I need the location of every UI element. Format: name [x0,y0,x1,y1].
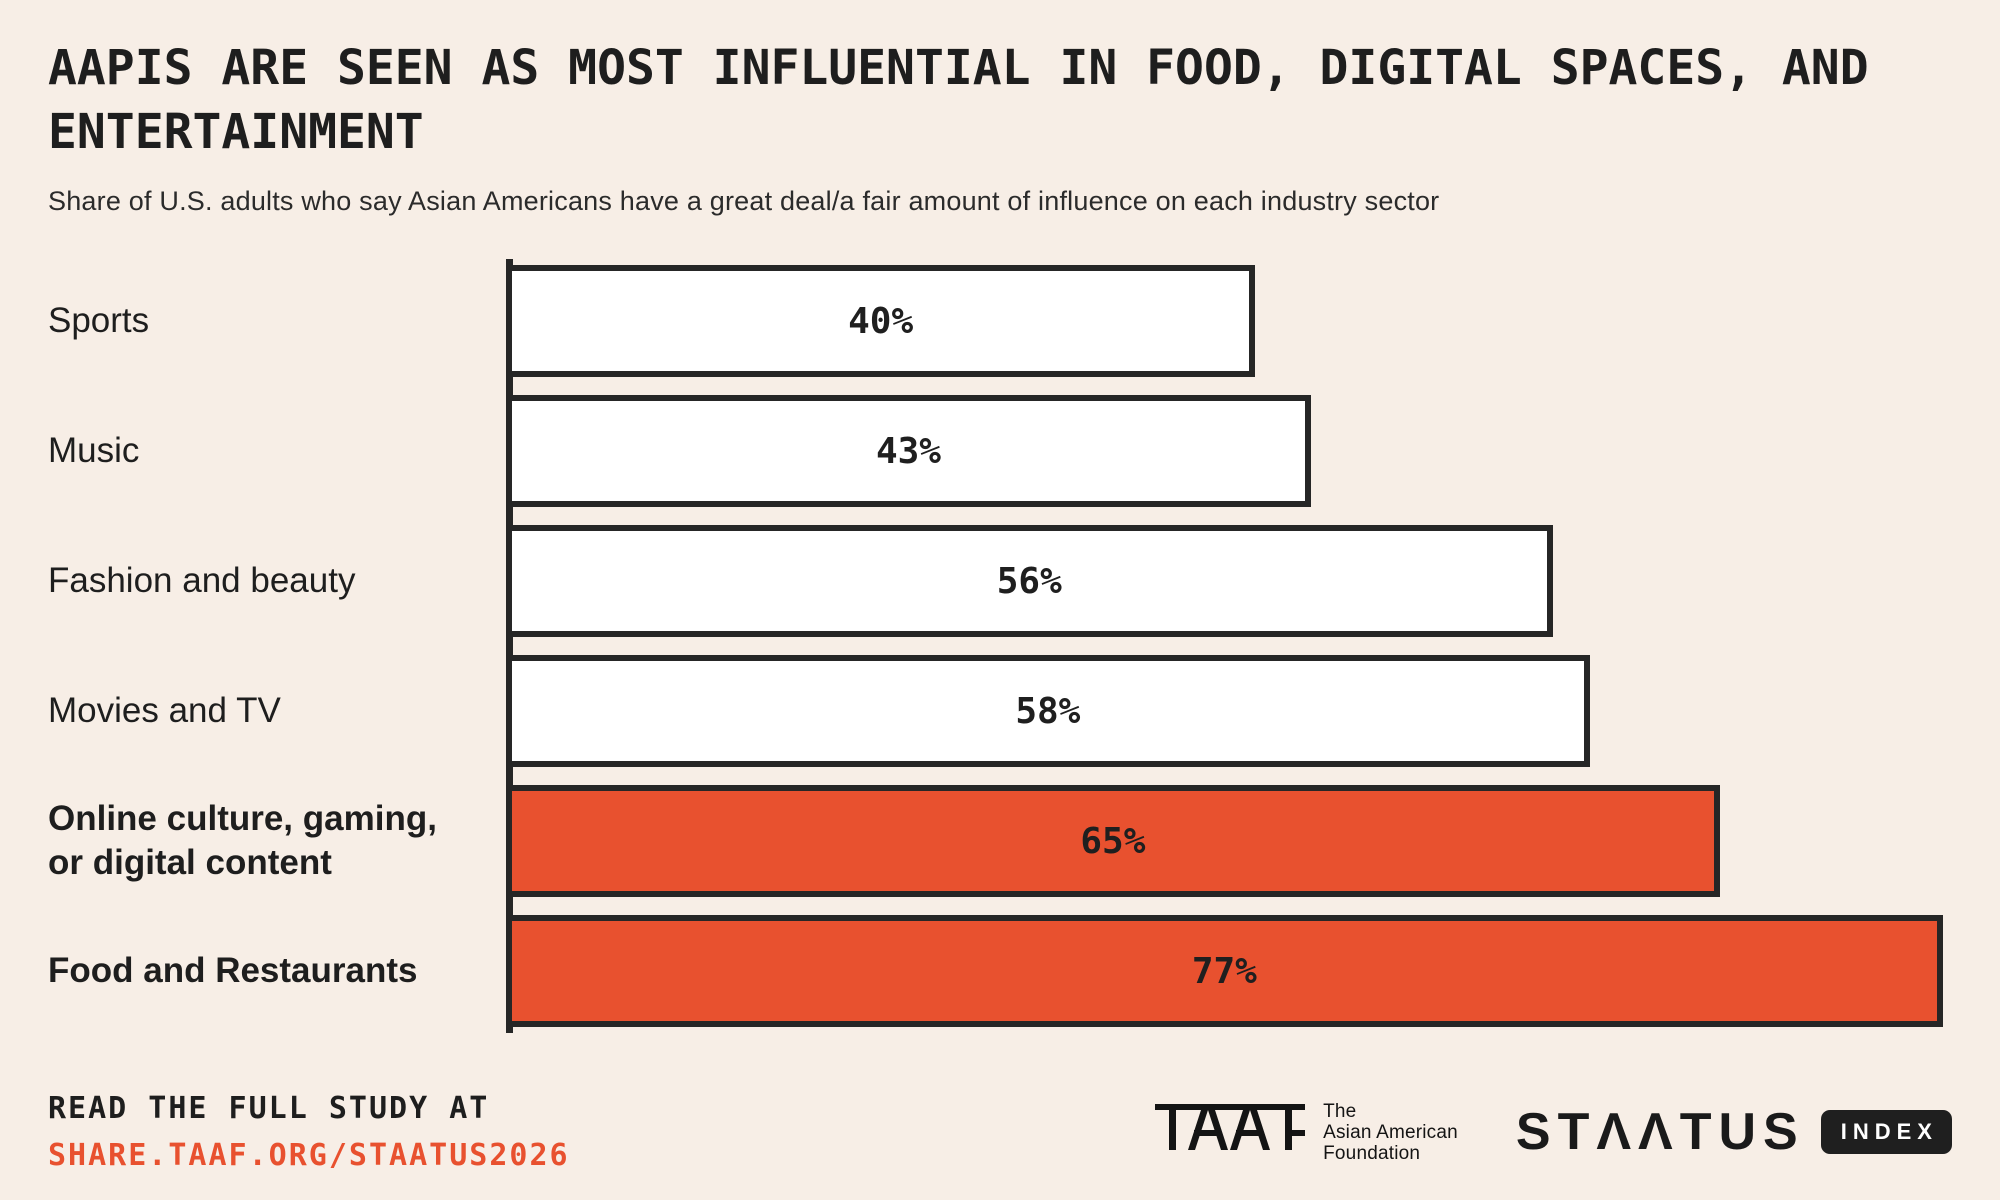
bar: 58% [512,655,1590,767]
bar: 56% [512,525,1553,637]
category-label: Online culture, gaming, or digital conte… [48,799,437,882]
taaf-name-line2: Asian American [1323,1121,1458,1143]
bar-chart: Sports 40% Music 43% Fashion and beauty 56% Mo… [48,259,1952,1033]
bar-row: Sports 40% [48,265,1952,377]
bar-track: 58% [512,655,1952,767]
category-label: Food and Restaurants [48,951,418,990]
bar-row: Food and Restaurants 77% [48,915,1952,1027]
taaf-logo-icon [1155,1103,1306,1161]
taaf-logo-group: The Asian American Foundation [1155,1101,1458,1164]
footer: READ THE FULL STUDY AT SHARE.TAAF.ORG/ST… [48,1091,1952,1200]
bar-rows: Sports 40% Music 43% Fashion and beauty 56% Mo… [48,265,1952,1027]
y-axis-line [506,259,513,1033]
value-label: 77% [1191,950,1257,992]
bar-row: Online culture, gaming, or digital conte… [48,785,1952,897]
staatus-index-logo: STΛΛTUS INDEX [1516,1102,1952,1162]
bar-highlighted: 65% [512,785,1720,897]
index-badge: INDEX [1820,1110,1952,1154]
bar-highlighted: 77% [512,915,1943,1027]
bar: 43% [512,395,1311,507]
read-study-label: READ THE FULL STUDY AT [48,1091,490,1126]
bar-track: 65% [512,785,1952,897]
value-label: 58% [1015,690,1081,732]
bar: 40% [512,265,1256,377]
taaf-name-line1: The [1323,1100,1357,1122]
category-label: Music [48,431,140,470]
value-label: 56% [996,560,1062,602]
bar-track: 43% [512,395,1952,507]
value-label: 40% [848,300,914,342]
bar-row: Fashion and beauty 56% [48,525,1952,637]
value-label: 65% [1080,820,1146,862]
chart-title: AAPIS ARE SEEN AS MOST INFLUENTIAL IN FO… [48,40,1869,160]
bar-track: 56% [512,525,1952,637]
taaf-foundation-name: The Asian American Foundation [1323,1101,1458,1164]
chart-subtitle: Share of U.S. adults who say Asian Ameri… [48,186,1440,216]
category-label: Sports [48,301,150,340]
category-label: Movies and TV [48,691,281,730]
staatus-wordmark: STΛΛTUS [1515,1103,1805,1161]
bar-row: Movies and TV 58% [48,655,1952,767]
study-url-link[interactable]: SHARE.TAAF.ORG/STAATUS2026 [48,1138,570,1173]
taaf-name-line3: Foundation [1323,1142,1421,1164]
bar-track: 40% [512,265,1952,377]
category-label: Fashion and beauty [48,561,356,600]
value-label: 43% [875,430,941,472]
bar-track: 77% [512,915,1952,1027]
bar-row: Music 43% [48,395,1952,507]
